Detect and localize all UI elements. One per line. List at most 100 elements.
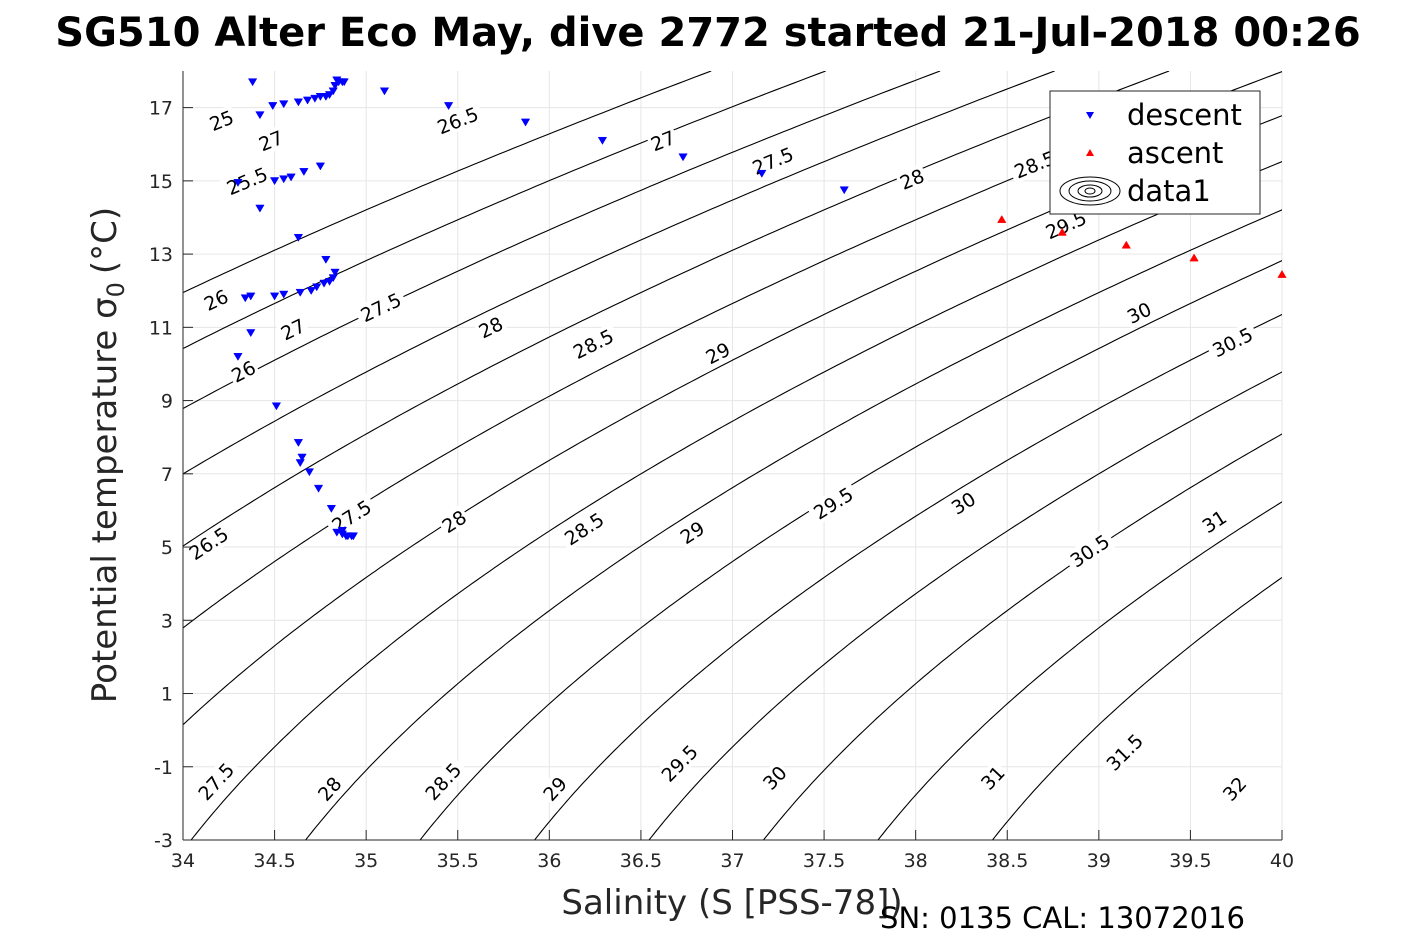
descent-point-45	[271, 402, 282, 411]
ascent-point-2	[1121, 240, 1131, 249]
legend-marker-ascent	[1086, 149, 1094, 156]
contour-line-12	[763, 433, 1282, 840]
contour-label-bg-14	[473, 311, 509, 344]
y-tick-label-7: 11	[149, 317, 173, 339]
y-tick-label-8: 13	[149, 244, 173, 266]
contour-label-bg-27	[945, 486, 981, 520]
x-tick-label-2: 35	[354, 850, 378, 872]
ascent-point-3	[1189, 253, 1199, 262]
y-tick-label-2: 1	[161, 684, 173, 706]
x-tick-label-4: 36	[537, 850, 561, 872]
ascent-point-0	[997, 215, 1007, 223]
descent-point-26	[279, 175, 289, 184]
descent-point-11	[330, 82, 340, 90]
contour-label-bg-7	[645, 125, 680, 157]
y-tick-label-0: -3	[154, 830, 173, 852]
legend-marker-contour-icon	[1059, 176, 1121, 206]
descent-point-2	[268, 102, 278, 111]
descent-point-30	[293, 234, 304, 242]
contour-label-bg-18	[566, 322, 621, 365]
y-axis-label-subscript: 0	[102, 282, 130, 297]
contour-line-2	[183, 71, 941, 410]
contour-label-bg-8	[253, 125, 288, 157]
y-tick-label-5: 7	[161, 464, 173, 486]
descent-point-39	[279, 290, 289, 299]
x-tick-label-8: 38	[904, 850, 928, 872]
x-tick-label-12: 40	[1270, 850, 1294, 872]
contour-label-bg-5	[430, 101, 486, 140]
descent-point-38	[295, 288, 305, 297]
x-tick-label-3: 35.5	[437, 850, 479, 872]
descent-point-6	[310, 94, 320, 103]
contour-label-bg-19	[557, 505, 612, 552]
contour-label-bg-13	[894, 163, 930, 195]
x-tick-label-9: 38.5	[986, 850, 1028, 872]
descent-point-27	[286, 173, 296, 182]
legend: descent ascent data1	[1049, 90, 1261, 215]
descent-point-5	[302, 96, 313, 105]
descent-point-43	[246, 329, 256, 338]
x-tick-label-0: 34	[171, 850, 195, 872]
descent-point-15	[339, 78, 349, 87]
y-axis-label: Potential temperature σ0 (°C)	[85, 207, 130, 703]
contour-label-bg-16	[311, 770, 348, 807]
descent-point-50	[313, 484, 324, 493]
y-tick-label-9: 15	[149, 171, 173, 193]
descent-point-49	[304, 468, 315, 477]
descent-point-18	[520, 118, 531, 127]
contour-line-1	[183, 71, 826, 350]
descent-point-4	[293, 98, 304, 107]
descent-point-40	[269, 292, 280, 301]
descent-point-28	[299, 168, 309, 176]
legend-contour-ring-0	[1059, 176, 1121, 206]
legend-box	[1049, 90, 1261, 215]
y-axis-label-unit: (°C)	[85, 207, 125, 274]
descent-point-31	[321, 255, 331, 264]
descent-point-57	[348, 532, 358, 541]
legend-items: descent ascent data1	[1059, 98, 1242, 208]
descent-point-24	[255, 204, 265, 213]
descent-point-42	[240, 294, 250, 303]
descent-point-21	[757, 169, 767, 178]
legend-label-data1: data1	[1127, 174, 1211, 208]
contour-label-26: 29.5	[654, 737, 705, 789]
descent-point-48	[295, 459, 305, 468]
y-tick-label-6: 9	[161, 391, 173, 413]
x-tick-label-10: 39	[1087, 850, 1111, 872]
legend-label-descent: descent	[1127, 98, 1242, 132]
descent-point-23	[233, 179, 243, 187]
x-axis-label: Salinity (S [PSS-78])	[561, 883, 902, 923]
contour-label-bg-4	[181, 520, 236, 567]
descent-point-47	[297, 453, 307, 462]
descent-point-51	[326, 504, 337, 513]
contour-label-bg-2	[198, 283, 234, 316]
y-tick-label-4: 5	[161, 537, 173, 559]
contour-label-bg-15	[436, 504, 472, 539]
legend-contour-ring-3	[1084, 187, 1096, 195]
contour-line-13	[877, 501, 1282, 840]
legend-contour-ring-1	[1068, 180, 1112, 202]
ascent-point-4	[1277, 269, 1287, 278]
descent-point-16	[379, 87, 390, 96]
descent-point-37	[306, 287, 316, 295]
descent-point-10	[328, 87, 338, 96]
y-axis-label-main: Potential temperature σ	[85, 297, 125, 703]
data-points	[233, 76, 1287, 541]
contour-label-bg-33	[974, 759, 1011, 796]
descent-point-44	[233, 353, 243, 361]
contour-label-bg-24	[1038, 204, 1094, 245]
contour-label-bg-1	[219, 161, 275, 201]
contour-label-bg-10	[353, 286, 409, 328]
descent-point-29	[315, 162, 326, 171]
contour-label-bg-6	[275, 313, 311, 346]
ticks: 34 34.5 35 35.5 36 36.5 37 37.5 38 38.5 39 39.5 40-3…	[149, 98, 1294, 872]
ascent-point-1	[1057, 227, 1067, 236]
serial-calibration-footer: SN: 0135 CAL: 13072016	[880, 901, 1245, 935]
descent-point-46	[293, 439, 304, 447]
contour-label-bg-34	[1099, 726, 1150, 778]
descent-point-20	[678, 153, 688, 162]
legend-marker-descent	[1086, 112, 1094, 119]
contour-label-bg-32	[1196, 504, 1232, 539]
chart-title: SG510 Alter Eco May, dive 2772 started 2…	[55, 10, 1360, 56]
